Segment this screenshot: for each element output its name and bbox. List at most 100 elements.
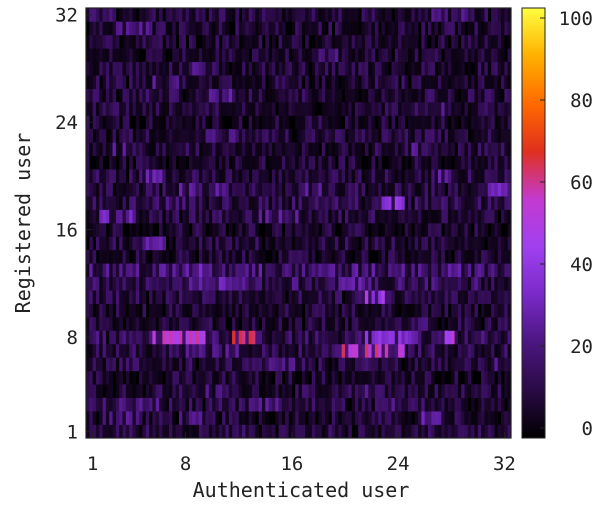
- heatmap-subcell: [159, 384, 163, 398]
- heatmap-subcell: [474, 276, 479, 291]
- heatmap-subcell: [115, 128, 120, 143]
- heatmap-subcell: [398, 397, 402, 412]
- heatmap-subcell: [391, 343, 396, 358]
- heatmap-subcell: [285, 370, 289, 385]
- heatmap-subcell: [298, 155, 303, 170]
- heatmap-subcell: [401, 290, 406, 304]
- heatmap-subcell: [454, 249, 459, 264]
- heatmap-subcell: [437, 397, 442, 412]
- heatmap-subcell: [235, 142, 240, 157]
- heatmap-cell: [271, 290, 286, 304]
- heatmap-subcell: [301, 223, 306, 237]
- heatmap-subcell: [178, 169, 183, 183]
- heatmap-subcell: [301, 236, 306, 251]
- heatmap-subcell: [268, 48, 273, 63]
- heatmap-cell: [288, 290, 299, 304]
- heatmap-subcell: [451, 142, 455, 157]
- heatmap-subcell: [427, 317, 432, 331]
- heatmap-subcell: [374, 397, 379, 412]
- heatmap-subcell: [188, 182, 193, 197]
- heatmap-subcell: [301, 169, 306, 183]
- heatmap-cell: [125, 317, 140, 331]
- heatmap-cell: [112, 88, 127, 103]
- heatmap-subcell: [105, 21, 110, 36]
- heatmap-subcell: [252, 102, 256, 116]
- heatmap-subcell: [384, 128, 389, 143]
- heatmap-subcell: [175, 169, 180, 183]
- heatmap-subcell: [89, 236, 93, 251]
- heatmap-subcell: [484, 290, 489, 304]
- heatmap-subcell: [129, 34, 133, 49]
- heatmap-subcell: [238, 276, 243, 291]
- heatmap-subcell: [288, 303, 293, 318]
- heatmap-subcell: [388, 8, 392, 22]
- heatmap-subcell: [182, 61, 186, 76]
- heatmap-cell: [115, 370, 123, 385]
- heatmap-subcell: [142, 102, 147, 116]
- heatmap-subcell: [484, 424, 489, 439]
- heatmap-subcell: [325, 115, 329, 130]
- heatmap-subcell: [295, 357, 299, 372]
- heatmap-subcell: [451, 128, 455, 143]
- heatmap-subcell: [298, 169, 303, 183]
- heatmap-subcell: [145, 330, 150, 345]
- heatmap-subcell: [457, 411, 462, 425]
- heatmap-subcell: [188, 61, 193, 76]
- heatmap-subcell: [198, 424, 203, 439]
- heatmap-cell: [311, 142, 326, 157]
- heatmap-subcell: [258, 155, 263, 170]
- heatmap-subcell: [235, 343, 240, 358]
- heatmap-cell: [152, 48, 166, 63]
- heatmap-subcell: [188, 290, 193, 304]
- heatmap-cell: [178, 48, 193, 63]
- heatmap-subcell: [305, 128, 309, 143]
- heatmap-subcell: [328, 8, 332, 22]
- heatmap-subcell: [89, 357, 93, 372]
- heatmap-subcell: [381, 142, 386, 157]
- heatmap-cell: [457, 223, 472, 237]
- heatmap-subcell: [145, 34, 150, 49]
- heatmap-cell: [431, 357, 445, 372]
- heatmap-cell: [192, 102, 206, 116]
- heatmap-subcell: [348, 61, 352, 76]
- heatmap-subcell: [255, 249, 259, 264]
- heatmap-cell: [471, 34, 485, 49]
- heatmap-subcell: [364, 357, 369, 372]
- heatmap-subcell: [291, 357, 296, 372]
- heatmap-subcell: [305, 75, 309, 89]
- heatmap-cell: [152, 21, 166, 36]
- heatmap-subcell: [378, 75, 382, 89]
- heatmap-subcell: [388, 34, 392, 49]
- heatmap-subcell: [351, 263, 356, 278]
- heatmap-subcell: [431, 397, 435, 412]
- heatmap-cell: [461, 88, 472, 103]
- heatmap-subcell: [295, 21, 299, 36]
- heatmap-subcell: [278, 303, 283, 318]
- heatmap-subcell: [398, 317, 402, 331]
- heatmap-subcell: [271, 317, 276, 331]
- heatmap-subcell: [368, 384, 372, 398]
- heatmap-subcell: [252, 397, 256, 412]
- heatmap-subcell: [341, 75, 346, 89]
- heatmap-subcell: [404, 196, 409, 210]
- heatmap-subcell: [427, 236, 432, 251]
- heatmap-subcell: [427, 21, 432, 36]
- heatmap-subcell: [461, 290, 465, 304]
- heatmap-cell: [152, 75, 166, 89]
- heatmap-subcell: [344, 263, 349, 278]
- heatmap-subcell: [481, 424, 485, 439]
- heatmap-cell: [391, 424, 406, 439]
- heatmap-subcell: [381, 357, 386, 372]
- heatmap-subcell: [338, 34, 342, 49]
- heatmap-subcell: [165, 196, 170, 210]
- heatmap-subcell: [358, 330, 362, 345]
- heatmap-subcell: [364, 115, 369, 130]
- heatmap-subcell: [165, 102, 170, 116]
- heatmap-subcell: [378, 236, 382, 251]
- heatmap-subcell: [215, 290, 220, 304]
- heatmap-cell: [165, 343, 180, 358]
- heatmap-subcell: [288, 142, 293, 157]
- heatmap-subcell: [494, 236, 499, 251]
- heatmap-subcell: [235, 303, 240, 318]
- heatmap-subcell: [172, 115, 176, 130]
